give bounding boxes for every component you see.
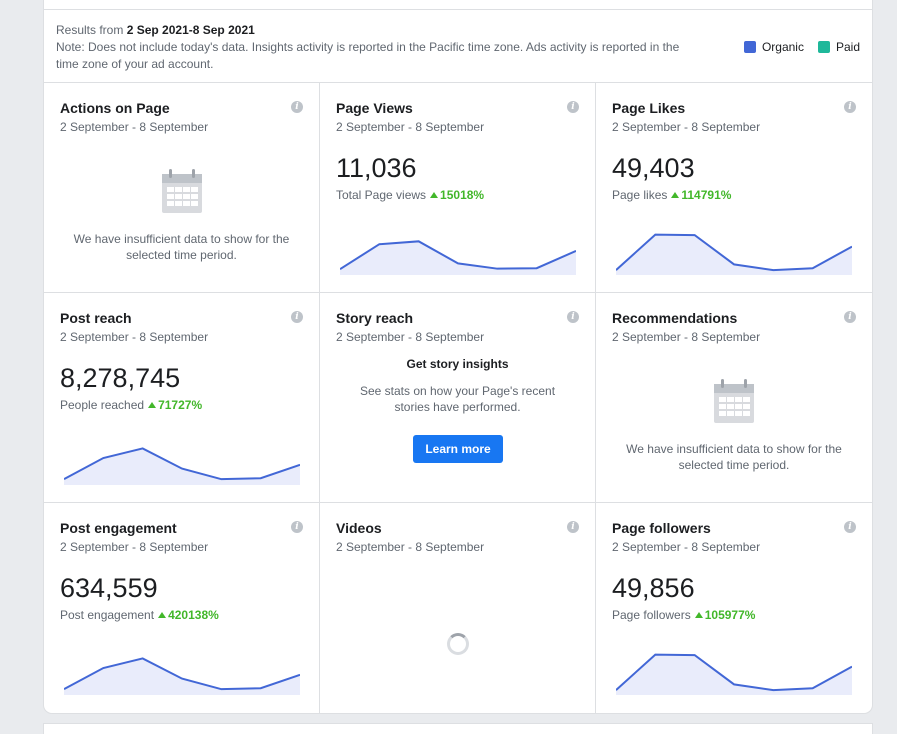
calendar-icon [714,379,754,423]
card-date: 2 September - 8 September [612,120,761,134]
card-date: 2 September - 8 September [336,330,485,344]
up-arrow-icon [430,192,439,198]
sparkline-line [64,447,300,481]
results-range: 2 Sep 2021-8 Sep 2021 [126,23,255,37]
results-note: Results from 2 Sep 2021-8 Sep 2021 Note:… [56,23,680,71]
metric-subtitle: Page followers 105977% [612,608,756,622]
up-arrow-icon [694,612,703,618]
note-text: Note: Does not include today's data. Ins… [56,40,680,71]
card-title: Actions on Page [60,100,170,116]
card-story-reach[interactable]: Story reach 2 September - 8 September i … [320,293,596,503]
metric-value: 8,278,745 [60,363,181,393]
card-date: 2 September - 8 September [336,120,485,134]
sparkline-area [340,241,576,275]
sparkline-area [616,234,852,275]
metric-subtitle: People reached 71727% [60,398,203,412]
card-page-likes[interactable]: Page Likes 2 September - 8 September i 4… [596,83,872,293]
metric-value: 634,559 [60,573,158,603]
card-date: 2 September - 8 September [612,540,761,554]
metric-subtitle: Page likes 114791% [612,188,732,202]
info-icon[interactable]: i [567,101,579,113]
info-icon[interactable]: i [291,521,303,533]
sparkline-line [64,657,300,691]
card-title: Post engagement [60,520,177,536]
card-title: Page followers [612,520,711,536]
info-icon[interactable]: i [844,521,856,533]
story-insights-heading: Get story insights [406,357,509,371]
divider [44,9,872,10]
up-arrow-icon [671,192,680,198]
info-icon[interactable]: i [844,311,856,323]
card-date: 2 September - 8 September [60,120,209,134]
card-date: 2 September - 8 September [60,540,209,554]
info-icon[interactable]: i [291,311,303,323]
metric-change: 71727% [158,398,203,412]
sparkline-line [616,233,852,272]
up-arrow-icon [148,402,157,408]
card-post-reach[interactable]: Post reach 2 September - 8 September i 8… [44,293,320,503]
loading-spinner-icon [447,633,469,655]
learn-more-button[interactable]: Learn more [413,435,503,463]
card-actions-on-page[interactable]: Actions on Page 2 September - 8 Septembe… [44,83,320,293]
metric-subtitle: Post engagement 420138% [60,608,219,622]
metric-change: 114791% [681,188,732,202]
card-recommendations[interactable]: Recommendations 2 September - 8 Septembe… [596,293,872,503]
metrics-grid: Actions on Page 2 September - 8 Septembe… [44,82,872,714]
sparkline [616,653,852,695]
card-page-followers[interactable]: Page followers 2 September - 8 September… [596,503,872,714]
card-title: Videos [336,520,382,536]
card-title: Story reach [336,310,414,326]
metric-change: 420138% [168,608,219,622]
metric-change: 15018% [440,188,485,202]
legend-organic: Organic [743,40,804,54]
card-title: Recommendations [612,310,738,326]
calendar-icon [162,169,202,213]
card-videos[interactable]: Videos 2 September - 8 September i [320,503,596,714]
metric-change: 105977% [704,608,756,622]
card-title: Page Views [336,100,413,116]
sparkline [616,233,852,275]
sparkline-area [64,658,300,695]
info-icon[interactable]: i [291,101,303,113]
sparkline-area [64,448,300,485]
legend: Organic Paid [743,40,860,54]
info-icon[interactable]: i [567,311,579,323]
info-icon[interactable]: i [844,101,856,113]
card-date: 2 September - 8 September [612,330,761,344]
metric-value: 49,856 [612,573,695,603]
info-icon[interactable]: i [567,521,579,533]
legend-paid: Paid [817,40,860,54]
insufficient-data-text: We have insufficient data to show for th… [73,232,290,262]
sparkline [340,240,576,275]
sparkline-line [340,240,576,271]
sparkline [64,447,300,485]
insufficient-data-text: We have insufficient data to show for th… [626,442,842,472]
next-panel [44,724,872,734]
card-title: Page Likes [612,100,686,116]
sparkline-area [616,654,852,695]
up-arrow-icon [158,612,167,618]
sparkline [64,657,300,695]
card-title: Post reach [60,310,132,326]
metric-value: 11,036 [336,153,417,183]
card-page-views[interactable]: Page Views 2 September - 8 September i 1… [320,83,596,293]
metric-subtitle: Total Page views 15018% [336,188,485,202]
insights-panel: Results from 2 Sep 2021-8 Sep 2021 Note:… [44,0,872,714]
sparkline-line [616,653,852,692]
card-date: 2 September - 8 September [336,540,485,554]
card-post-engagement[interactable]: Post engagement 2 September - 8 Septembe… [44,503,320,714]
story-insights-text: See stats on how your Page's recent stor… [359,384,556,414]
card-date: 2 September - 8 September [60,330,209,344]
metric-value: 49,403 [612,153,695,183]
